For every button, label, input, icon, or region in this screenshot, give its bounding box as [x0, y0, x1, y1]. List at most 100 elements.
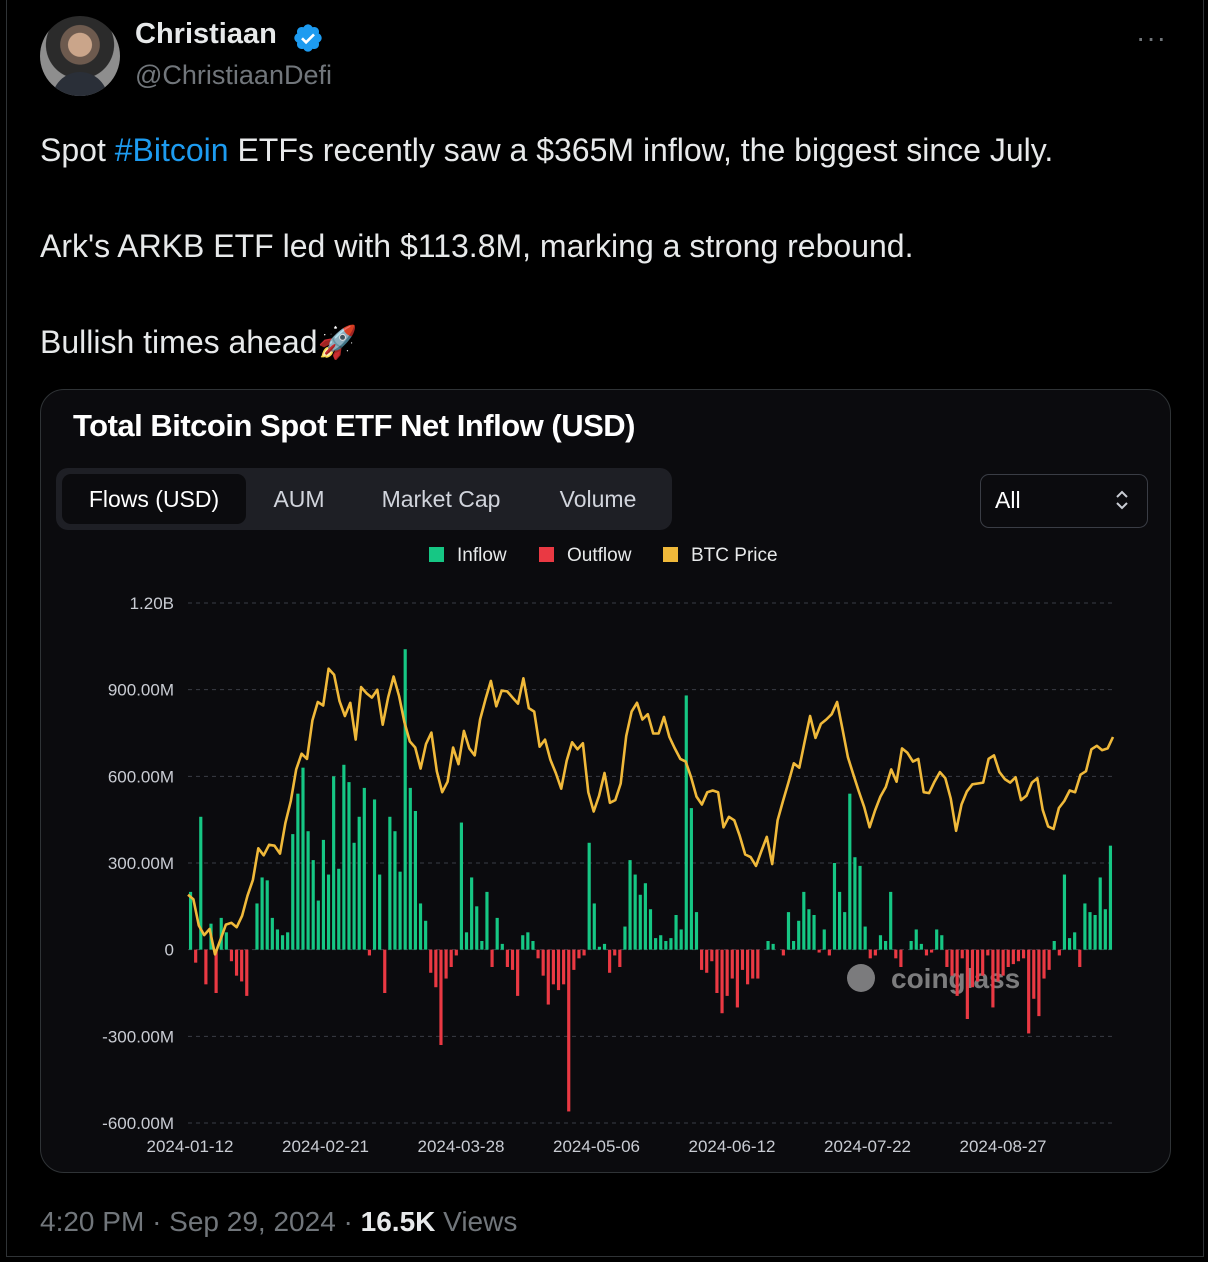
inflow-bar: [919, 943, 923, 950]
range-select[interactable]: All: [980, 474, 1148, 528]
outflow-bar: [986, 949, 990, 956]
outflow-bar: [572, 949, 576, 970]
outflow-bar: [991, 949, 995, 1008]
outflow-bar: [996, 949, 1000, 982]
inflow-bar: [797, 920, 801, 950]
avatar[interactable]: [40, 16, 120, 96]
outflow-bar: [725, 949, 729, 996]
inflow-bar: [342, 764, 346, 950]
inflow-bar: [311, 860, 315, 950]
outflow-bar: [746, 949, 750, 985]
inflow-bar: [372, 799, 377, 950]
inflow-bar: [1073, 932, 1077, 950]
inflow-bar: [475, 906, 479, 950]
outflow-bar: [1042, 949, 1046, 979]
outflow-bar: [950, 949, 954, 976]
inflow-bar: [628, 860, 632, 950]
tweet-line-2: Ark's ARKB ETF led with $113.8M, marking…: [40, 228, 914, 264]
inflow-bar: [464, 932, 469, 950]
legend-label: Outflow: [567, 545, 632, 566]
outflow-bar: [1001, 949, 1005, 976]
tab-flows[interactable]: Flows (USD): [62, 474, 246, 524]
inflow-bar: [848, 793, 852, 950]
outflow-bar: [439, 949, 443, 1045]
inflow-bar: [424, 920, 428, 950]
author-handle[interactable]: @ChristiaanDefi: [135, 60, 332, 90]
inflow-bar: [301, 767, 305, 950]
inflow-bar: [889, 891, 893, 950]
outflow-bar: [924, 949, 929, 956]
outflow-bar: [240, 949, 244, 982]
outflow-bar: [194, 949, 198, 963]
outflow-bar: [618, 949, 622, 967]
outflow-bar: [720, 949, 724, 1014]
inflow-bar: [275, 929, 280, 950]
inflow-bar: [378, 874, 382, 950]
inflow-bar: [316, 900, 320, 950]
inflow-bar: [188, 891, 193, 950]
tweet-text-part: ETFs recently saw a $365M inflow, the bi…: [228, 132, 1054, 168]
outflow-bar: [245, 949, 249, 996]
inflow-bar: [1062, 874, 1067, 950]
flows-chart[interactable]: 1.20B 900.00M 600.00M 300.00M 0 -300.00M -600.…: [41, 390, 1170, 1172]
outflow-bar: [945, 949, 949, 967]
outflow-bar: [965, 949, 969, 1019]
outflow-bar: [429, 949, 433, 973]
outflow-bar: [567, 949, 571, 1112]
outflow-bar: [1037, 949, 1041, 1017]
more-icon[interactable]: ···: [1136, 22, 1167, 53]
coinglass-logo-icon: [847, 964, 875, 992]
outflow-bar: [551, 949, 555, 985]
inflow-bar: [843, 912, 847, 950]
tweet-text-part: Spot: [40, 132, 115, 168]
outflow-bar: [1057, 949, 1061, 956]
inflow-bar: [357, 816, 361, 950]
select-chevron-icon: [1116, 490, 1128, 510]
inflow-bar: [480, 941, 484, 950]
outflow-bar: [1006, 949, 1010, 967]
tab-market-cap[interactable]: Market Cap: [381, 486, 501, 512]
inflow-bar: [669, 938, 673, 950]
inflow-bar: [812, 915, 816, 950]
y-tick-label: 900.00M: [108, 681, 174, 700]
tweet-line-3: Bullish times ahead: [40, 324, 318, 360]
inflow-bar: [909, 941, 913, 950]
legend-swatch: [429, 547, 444, 562]
outflow-bar: [229, 949, 234, 962]
tweet-time[interactable]: 4:20 PM: [40, 1206, 145, 1237]
tab-bar: Flows (USD) AUM Market Cap Volume: [56, 468, 672, 530]
outflow-bar: [434, 949, 438, 988]
hashtag-link[interactable]: #Bitcoin: [114, 132, 229, 168]
outflow-bar: [899, 949, 903, 967]
inflow-bar: [296, 793, 300, 950]
inflow-bar: [1108, 845, 1113, 950]
chart-card[interactable]: Total Bitcoin Spot ETF Net Inflow (USD) …: [40, 389, 1171, 1173]
outflow-bar: [981, 949, 985, 976]
outflow-bar: [1016, 949, 1021, 962]
author-name[interactable]: Christiaan: [135, 18, 277, 50]
y-tick-label: 600.00M: [108, 767, 174, 786]
inflow-bar: [863, 926, 867, 950]
inflow-bar: [648, 909, 653, 950]
tab-aum[interactable]: AUM: [273, 486, 325, 512]
inflow-bar: [500, 943, 504, 950]
inflow-bar: [679, 929, 683, 950]
inflow-bar: [347, 782, 351, 950]
tab-volume[interactable]: Volume: [559, 486, 637, 512]
outflow-bar: [1021, 949, 1026, 959]
tweet-date[interactable]: Sep 29, 2024: [169, 1206, 336, 1237]
x-tick-label: 2024-03-28: [418, 1137, 505, 1156]
inflow-bar: [838, 891, 842, 950]
inflow-bar: [602, 943, 607, 950]
outflow-bar: [751, 949, 755, 979]
inflow-bar: [403, 649, 407, 950]
inflow-bar: [689, 808, 693, 950]
x-tick-label: 2024-02-21: [282, 1137, 369, 1156]
inflow-bar: [786, 912, 791, 950]
inflow-bar: [792, 941, 796, 950]
x-tick-label: 2024-06-12: [689, 1137, 776, 1156]
outflow-bar: [214, 949, 218, 993]
outflow-bar: [735, 949, 739, 1008]
outflow-bar: [234, 949, 239, 976]
inflow-bar: [1093, 915, 1097, 950]
